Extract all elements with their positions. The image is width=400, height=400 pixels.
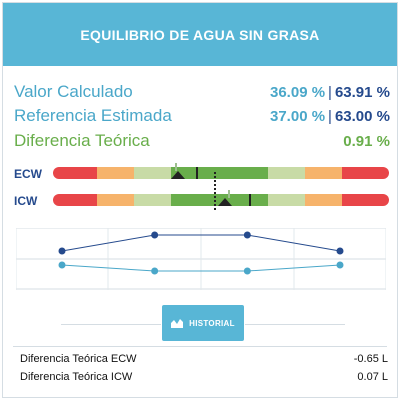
ecw-reference-marker <box>196 167 198 179</box>
footer-value: -0.65 L <box>353 353 388 365</box>
bar-segment-red-right <box>341 167 389 179</box>
metric-value-diferencia: 0.91 % <box>343 132 390 150</box>
bar-segment-red-left <box>53 194 97 206</box>
bar-segment-orange-left <box>96 194 134 206</box>
data-point <box>243 267 251 275</box>
chart-area-icon <box>171 319 184 328</box>
bar-segment-orange-left <box>96 167 134 179</box>
metric-label: Diferencia Teórica <box>14 131 150 150</box>
bar-segment-lightgreen-right <box>268 194 305 206</box>
data-point <box>58 261 66 269</box>
history-button-label: HISTORIAL <box>189 318 235 328</box>
bar-segment-lightgreen-left <box>133 167 171 179</box>
icw-reference-marker <box>249 194 251 206</box>
series-line <box>61 234 341 252</box>
bar-segment-red-left <box>53 167 97 179</box>
icw-tick <box>228 190 230 198</box>
footer-row-ecw: Diferencia Teórica ECW -0.65 L <box>20 353 388 365</box>
metric-label: Referencia Estimada <box>14 106 172 125</box>
target-dotted-line <box>214 172 216 210</box>
icw-value-pointer <box>218 198 232 206</box>
divider-left <box>61 324 161 325</box>
bar-segment-lightgreen-right <box>268 167 305 179</box>
metric-row-diferencia: Diferencia Teórica 0.91 % <box>14 130 390 152</box>
metric-values: 36.09 % | 63.91 % <box>270 84 390 101</box>
metric-label: Valor Calculado <box>14 82 133 101</box>
metric-row-calculado: Valor Calculado 36.09 % | 63.91 % <box>14 81 390 103</box>
bar-segment-red-right <box>341 194 389 206</box>
metric-separator: | <box>328 83 332 101</box>
metric-separator: | <box>328 107 332 125</box>
series-line <box>61 264 341 272</box>
footer-label: Diferencia Teórica ECW <box>20 353 137 365</box>
data-point <box>243 231 251 239</box>
data-point <box>336 247 344 255</box>
data-point <box>151 267 159 275</box>
metric-row-referencia: Referencia Estimada 37.00 % | 63.00 % <box>14 105 390 127</box>
divider-right <box>245 324 345 325</box>
data-point <box>151 231 159 239</box>
metric-values: 37.00 % | 63.00 % <box>270 108 390 125</box>
history-button[interactable]: HISTORIAL <box>162 305 244 341</box>
metric-value-ecw: 37.00 % <box>270 107 326 125</box>
history-chart <box>16 228 386 290</box>
data-point <box>336 261 344 269</box>
ecw-value-pointer <box>171 171 185 179</box>
icw-bar-label: ICW <box>14 194 38 208</box>
footer-label: Diferencia Teórica ICW <box>20 371 133 383</box>
bar-segment-orange-right <box>304 194 342 206</box>
card-title: EQUILIBRIO DE AGUA SIN GRASA <box>80 26 320 43</box>
metric-value-ecw: 36.09 % <box>270 83 326 101</box>
ecw-range-bar <box>53 167 389 179</box>
data-point <box>58 247 66 255</box>
bar-segment-lightgreen-left <box>133 194 171 206</box>
metric-value-icw: 63.91 % <box>334 83 390 101</box>
metric-value-icw: 63.00 % <box>334 107 390 125</box>
bar-segment-orange-right <box>304 167 342 179</box>
card-header: EQUILIBRIO DE AGUA SIN GRASA <box>3 3 397 66</box>
chart-series <box>58 231 344 275</box>
chart-grid <box>16 228 386 290</box>
ecw-tick <box>175 163 177 171</box>
footer-row-icw: Diferencia Teórica ICW 0.07 L <box>20 371 388 383</box>
bar-segment-green <box>170 167 269 179</box>
ecw-bar-label: ECW <box>14 167 42 181</box>
footer-divider <box>13 346 387 347</box>
footer-value: 0.07 L <box>357 371 388 383</box>
